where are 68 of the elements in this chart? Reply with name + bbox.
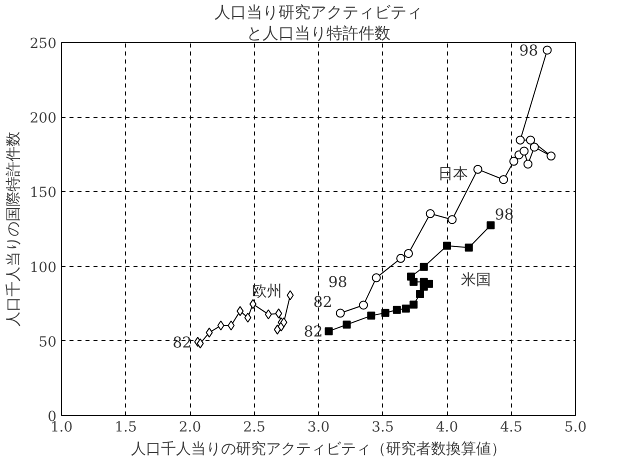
point [280, 317, 288, 328]
x-tick-label: 2.5 [243, 420, 266, 436]
point [426, 209, 435, 218]
point [249, 299, 256, 310]
point [486, 221, 495, 230]
point [530, 142, 539, 152]
annotation: 98 [519, 42, 538, 60]
point [542, 46, 552, 55]
chart-title: 人口当り研究アクティビティ [214, 2, 422, 22]
y-tick-label: 150 [30, 185, 57, 202]
point [448, 215, 457, 224]
point [443, 242, 451, 250]
x-tick-label: 5.0 [564, 420, 587, 436]
point [407, 272, 416, 281]
point [526, 136, 536, 145]
x-tick-label: 4.0 [436, 420, 458, 436]
point [499, 175, 508, 184]
chart-subtitle: と人口当り特許件数 [246, 24, 390, 42]
annotation: 米国 [461, 270, 491, 289]
x-tick-label: 3.5 [372, 420, 394, 436]
annotation: 98 [494, 205, 514, 224]
annotation: 98 [328, 273, 348, 292]
point [228, 320, 235, 331]
annotation: 82 [313, 293, 332, 312]
point [420, 278, 428, 286]
point [206, 328, 213, 338]
point [410, 300, 418, 309]
point [336, 308, 345, 318]
y-tick-label: 50 [38, 334, 57, 350]
point [416, 290, 424, 298]
point [516, 136, 525, 145]
point [244, 312, 252, 323]
point [520, 146, 529, 156]
x-tick-label: 4.5 [500, 420, 522, 436]
x-tick-label: 3.0 [307, 420, 330, 436]
point [420, 262, 428, 271]
x-tick-label: 2.0 [178, 420, 202, 436]
point [404, 248, 413, 258]
point [372, 273, 381, 282]
point [392, 306, 401, 314]
point [464, 244, 473, 252]
point [342, 320, 351, 329]
point [396, 254, 406, 263]
point [286, 290, 294, 300]
point [264, 309, 272, 320]
y-tick-label: 200 [30, 110, 57, 127]
point [367, 312, 376, 320]
point [275, 308, 282, 318]
point [217, 320, 224, 331]
y-tick-label: 250 [30, 36, 57, 52]
annotation: 82 [304, 322, 323, 341]
point [509, 156, 518, 166]
annotation: 82 [172, 333, 192, 352]
point [358, 300, 368, 310]
annotation: 日本 [438, 164, 468, 182]
x-tick-label: 1.5 [114, 420, 137, 436]
point [324, 327, 333, 336]
point [523, 160, 532, 169]
x-axis-title: 人口千人当りの研究アクティビティ（研究者数換算値） [131, 440, 506, 458]
point [236, 306, 244, 316]
y-axis-title: 人口千人当りの国際特許件数 [4, 132, 22, 326]
point [381, 308, 390, 317]
point [473, 164, 482, 174]
annotation: 欧州 [252, 282, 282, 300]
point [402, 304, 410, 313]
point [546, 152, 556, 161]
y-tick-label: 100 [30, 260, 57, 276]
point [196, 338, 204, 348]
